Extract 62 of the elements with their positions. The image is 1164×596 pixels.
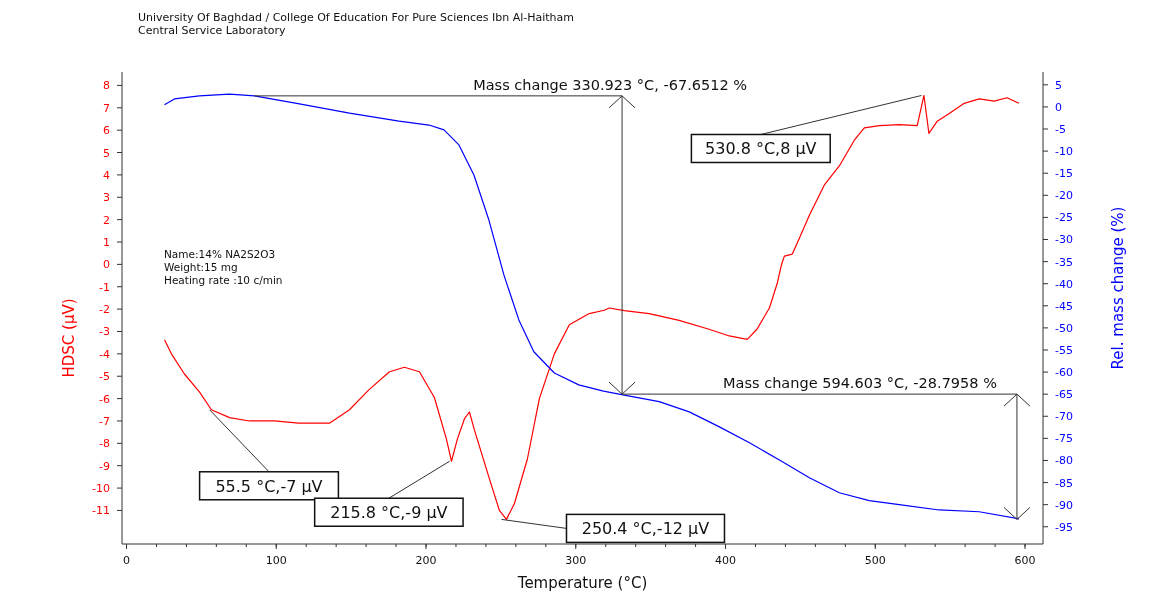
y2-tick-label: -65 [1055, 388, 1073, 402]
annotation: 530.8 °C,8 μV [705, 139, 817, 159]
y-tick-label: -7 [99, 414, 110, 428]
y2-tick-label: -5 [1055, 123, 1066, 137]
y2-tick-label: 0 [1055, 100, 1062, 114]
y-axis-title: HDSC (µV) [60, 298, 78, 378]
y-tick-label: 1 [103, 236, 110, 250]
y2-tick-label: -70 [1055, 410, 1073, 424]
x-tick-label: 0 [122, 554, 130, 567]
annotation: 55.5 °C,-7 μV [215, 476, 323, 496]
annotation: Mass change 330.923 °C, -67.6512 % [473, 76, 748, 93]
x-tick-label: 100 [265, 554, 287, 567]
y2-tick-label: -30 [1055, 233, 1073, 247]
y2-tick-label: 5 [1055, 78, 1062, 92]
y2-tick-label: -80 [1055, 454, 1073, 468]
x-tick-label: 500 [864, 554, 886, 567]
y-tick-label: 8 [103, 79, 110, 93]
y2-tick-label: -35 [1055, 255, 1073, 269]
chart-subtitle: Central Service Laboratory [138, 24, 287, 37]
y-tick-label: -3 [99, 325, 110, 339]
y2-tick-label: -50 [1055, 321, 1073, 335]
y2-tick-label: -15 [1055, 167, 1073, 181]
y2-tick-label: -90 [1055, 498, 1073, 512]
y2-tick-label: -60 [1055, 366, 1073, 380]
x-tick-label: 200 [415, 554, 437, 567]
y2-tick-label: -40 [1055, 277, 1073, 291]
y-tick-label: -8 [99, 437, 110, 451]
y-tick-label: 0 [103, 258, 110, 272]
chart-title: University Of Baghdad / College Of Education For Pure Sciences Ibn Al-Haitham [138, 11, 575, 24]
y-tick-label: 3 [103, 191, 110, 205]
y2-tick-label: -95 [1055, 520, 1073, 534]
y-tick-label: -6 [99, 392, 110, 406]
y2-tick-label: -75 [1055, 432, 1073, 446]
y-tick-label: 5 [103, 146, 110, 160]
y-tick-label: -1 [99, 280, 110, 294]
x-tick-label: 600 [1014, 554, 1036, 567]
y2-axis-title: Rel. mass change (%) [1109, 206, 1127, 370]
y-tick-label: 7 [103, 101, 110, 115]
y2-tick-label: -45 [1055, 299, 1073, 313]
annotation: 215.8 °C,-9 μV [330, 503, 448, 523]
annotation: Weight:15 mg [164, 261, 238, 274]
y2-tick-label: -85 [1055, 476, 1073, 490]
y2-tick-label: -55 [1055, 343, 1073, 357]
y-tick-label: -4 [99, 347, 110, 361]
y-tick-label: 4 [103, 168, 110, 182]
y-tick-label: -2 [99, 303, 110, 317]
y-tick-label: 6 [103, 124, 110, 138]
annotation: Name:14% NA2S2O3 [164, 248, 276, 261]
y2-tick-label: -10 [1055, 145, 1073, 159]
annotation: 250.4 °C,-12 μV [581, 519, 710, 539]
annotation: Heating rate :10 c/min [164, 274, 283, 287]
x-axis-title: Temperature (°C) [516, 574, 648, 592]
x-tick-label: 400 [715, 554, 737, 567]
y-tick-label: -5 [99, 370, 110, 384]
y-tick-label: -10 [92, 482, 110, 496]
y2-tick-label: -20 [1055, 189, 1073, 203]
y-tick-label: -9 [99, 459, 110, 473]
x-tick-label: 300 [565, 554, 587, 567]
y-tick-label: 2 [103, 213, 110, 227]
y2-tick-label: -25 [1055, 211, 1073, 225]
annotation: Mass change 594.603 °C, -28.7958 % [723, 375, 997, 392]
y-tick-label: -11 [92, 504, 110, 518]
